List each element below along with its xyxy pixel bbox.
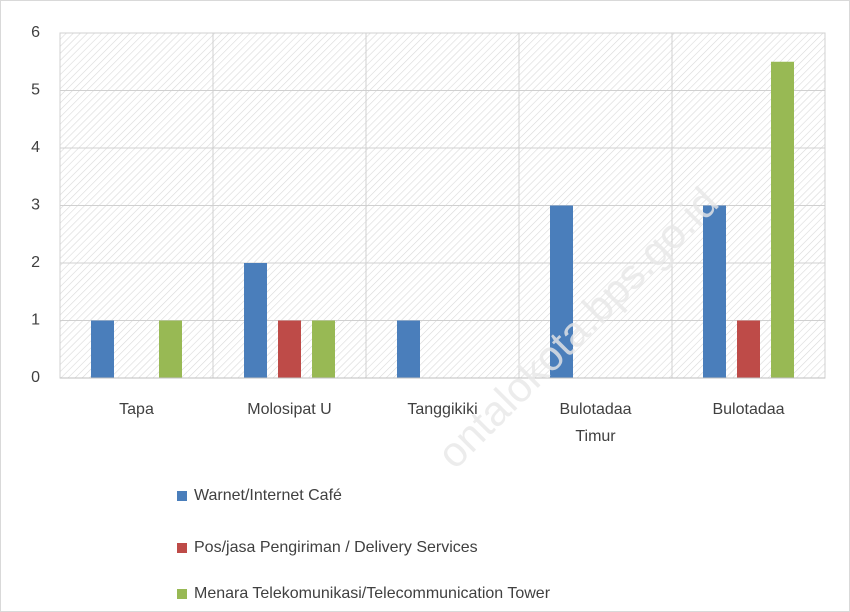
x-tick-label: Tapa — [119, 401, 154, 418]
y-tick-label: 5 — [31, 82, 40, 99]
y-tick-label: 2 — [31, 254, 40, 271]
bar — [244, 263, 267, 378]
bar — [771, 61, 794, 378]
legend-swatch — [177, 589, 187, 599]
bar — [703, 205, 726, 378]
x-tick-label: Molosipat U — [247, 401, 331, 418]
y-tick-label: 0 — [31, 369, 40, 386]
legend-swatch — [177, 543, 187, 553]
bar — [159, 320, 182, 378]
x-tick-label: Bulotadaa — [712, 401, 784, 418]
y-tick-label: 4 — [31, 139, 40, 156]
bar — [278, 320, 301, 378]
bar — [312, 320, 335, 378]
y-tick-label: 3 — [31, 197, 40, 214]
legend-label: Menara Telekomunikasi/Telecommunication … — [194, 585, 551, 602]
y-tick-label: 6 — [31, 24, 40, 41]
bar — [550, 205, 573, 378]
legend-label: Warnet/Internet Café — [194, 487, 342, 504]
legend-label: Pos/jasa Pengiriman / Delivery Services — [194, 539, 478, 556]
bar — [397, 320, 420, 378]
bar — [737, 320, 760, 378]
y-tick-label: 1 — [31, 312, 40, 329]
x-tick-label: Bulotadaa Timur — [559, 401, 631, 445]
x-tick-label: Tanggikiki — [407, 401, 477, 418]
legend-swatch — [177, 491, 187, 501]
bar — [91, 320, 114, 378]
